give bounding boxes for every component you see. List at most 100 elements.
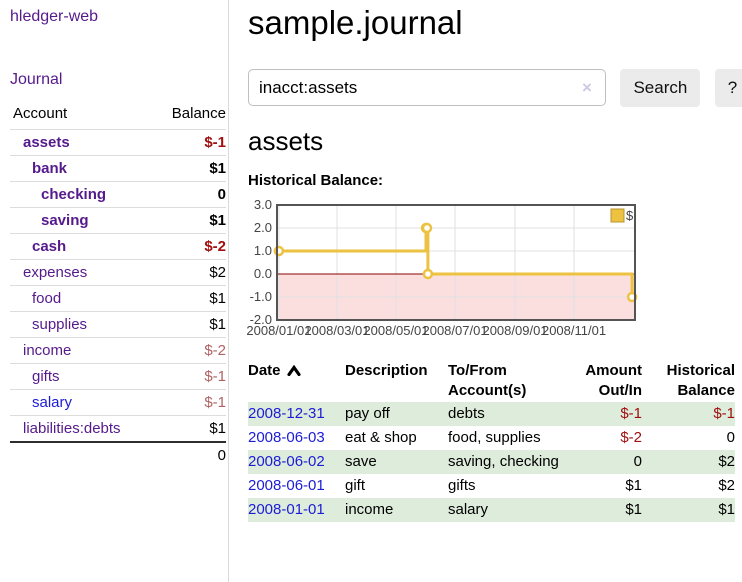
page-title: sample.journal [248, 4, 463, 41]
search-input[interactable] [248, 69, 606, 106]
account-link[interactable]: income [23, 342, 72, 359]
main-content: sample.journal × Search ? assets Histori… [246, 0, 742, 522]
register-row: 2008-12-31 pay off debts $-1 $-1 [248, 402, 735, 426]
register-date-cell: 2008-06-03 [248, 426, 345, 450]
account-balance: $-1 [152, 129, 226, 156]
sidebar: hledger-web Journal Account Balance asse… [0, 0, 229, 582]
register-row: 2008-06-03 eat & shop food, supplies $-2 0 [248, 426, 735, 450]
accounts-total-row: 0 [10, 441, 226, 467]
account-row: liabilities:debts $1 [10, 415, 226, 443]
register-account: salary [448, 501, 489, 518]
register-row: 2008-01-01 income salary $1 $1 [248, 498, 735, 522]
register-account: gifts [448, 477, 476, 494]
register-table: Date Description To/From Account(s) Amou… [248, 360, 735, 522]
register-amount: 0 [633, 453, 642, 470]
account-link[interactable]: bank [32, 160, 68, 177]
register-balance: 0 [726, 429, 735, 446]
account-row: salary $-1 [10, 389, 226, 416]
account-balance: $1 [152, 207, 226, 234]
register-balance: $2 [718, 477, 735, 494]
register-account: saving, checking [448, 453, 559, 470]
account-row: supplies $1 [10, 311, 226, 338]
register-row: 2008-06-02 save saving, checking 0 $2 [248, 450, 735, 474]
account-balance: $-2 [152, 337, 226, 364]
register-date-link[interactable]: 2008-06-03 [248, 429, 325, 446]
register-date-cell: 2008-01-01 [248, 498, 345, 522]
account-link[interactable]: checking [41, 186, 107, 203]
account-balance: $-1 [152, 363, 226, 390]
account-balance: $-2 [152, 233, 226, 260]
clear-search-icon[interactable]: × [582, 78, 592, 97]
accounts-table: Account Balance assets $-1 bank $1 checking 0… [10, 101, 226, 467]
legend-label: $ [626, 208, 634, 223]
register-balance: $-1 [713, 405, 735, 422]
account-row: saving $1 [10, 207, 226, 234]
account-link[interactable]: assets [23, 134, 70, 151]
register-description: pay off [345, 405, 390, 422]
account-balance: $1 [152, 155, 226, 182]
account-row: cash $-2 [10, 233, 226, 260]
register-date-cell: 2008-12-31 [248, 402, 345, 426]
y-axis-label: 3.0 [253, 197, 272, 212]
y-axis-label: -1.0 [249, 289, 272, 304]
account-row: bank $1 [10, 155, 226, 182]
account-link[interactable]: cash [32, 238, 67, 255]
register-amount: $1 [625, 501, 642, 518]
register-description: save [345, 453, 377, 470]
account-balance: $1 [152, 311, 226, 338]
register-row: 2008-06-01 gift gifts $1 $2 [248, 474, 735, 498]
account-link[interactable]: expenses [23, 264, 88, 281]
y-axis-label: 1.0 [253, 243, 272, 258]
search-button[interactable]: Search [620, 69, 701, 107]
register-date-cell: 2008-06-02 [248, 450, 345, 474]
account-link[interactable]: supplies [32, 316, 88, 333]
x-axis-label: 2008/05/01 [363, 323, 429, 338]
register-header-description: Description [345, 362, 428, 379]
x-axis-label: 2008/03/01 [304, 323, 370, 338]
account-link[interactable]: food [32, 290, 62, 307]
register-date-link[interactable]: 2008-06-02 [248, 453, 325, 470]
account-row: food $1 [10, 285, 226, 312]
app-title-link[interactable]: hledger-web [10, 8, 99, 25]
register-date-link[interactable]: 2008-06-01 [248, 477, 325, 494]
help-button[interactable]: ? [714, 69, 742, 107]
data-point-marker [422, 268, 434, 280]
register-table-body: 2008-12-31 pay off debts $-1 $-1 2008-06-03 ea… [248, 402, 735, 522]
legend-swatch [610, 208, 625, 223]
register-description: income [345, 501, 394, 518]
account-balance: $-1 [152, 389, 226, 416]
account-link[interactable]: saving [41, 212, 89, 229]
sidebar-item-journal[interactable]: Journal [10, 71, 63, 88]
account-balance: 0 [152, 181, 226, 208]
account-row: assets $-1 [10, 129, 226, 156]
y-axis-label: -2.0 [249, 312, 272, 327]
account-row: checking 0 [10, 181, 226, 208]
register-account: food, supplies [448, 429, 541, 446]
account-link[interactable]: salary [32, 394, 73, 411]
x-axis-label: 2008/09/01 [482, 323, 548, 338]
accounts-total-balance: 0 [152, 441, 226, 467]
x-axis-label: 2008/07/01 [422, 323, 488, 338]
account-link[interactable]: gifts [32, 368, 60, 385]
balance-chart: $ 3.0 2.0 1.0 0.0 -1.0 -2.0 2008/01/01 2008/03/… [246, 197, 742, 339]
accounts-header-account: Account [10, 101, 153, 130]
balance-chart-plot: $ [273, 204, 638, 321]
register-date-link[interactable]: 2008-12-31 [248, 405, 325, 422]
register-date-cell: 2008-06-01 [248, 474, 345, 498]
account-link[interactable]: liabilities:debts [23, 420, 121, 437]
register-balance: $1 [718, 501, 735, 518]
account-balance: $1 [152, 415, 226, 443]
register-description: eat & shop [345, 429, 417, 446]
account-balance: $1 [152, 285, 226, 312]
register-header-account: To/From Account(s) [448, 362, 527, 399]
register-header-date[interactable]: Date [248, 360, 345, 402]
register-amount: $-2 [620, 429, 642, 446]
accounts-header-balance: Balance [152, 101, 226, 130]
accounts-table-body: assets $-1 bank $1 checking 0 saving $1 cash $-2 e… [10, 129, 226, 443]
register-description: gift [345, 477, 366, 494]
account-row: income $-2 [10, 337, 226, 364]
section-heading: assets [248, 126, 324, 156]
register-date-link[interactable]: 2008-01-01 [248, 501, 325, 518]
register-header-row: Date Description To/From Account(s) Amou… [248, 360, 735, 402]
chart-legend: $ [610, 208, 634, 223]
